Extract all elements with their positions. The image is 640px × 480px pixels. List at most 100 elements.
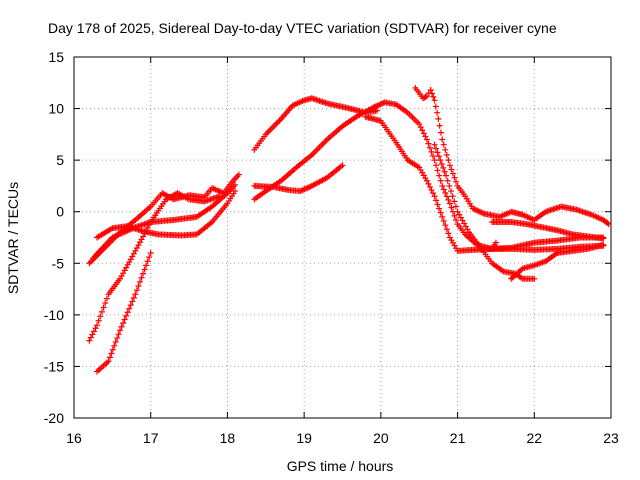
data-point <box>426 144 433 151</box>
data-point <box>451 212 458 219</box>
data-point <box>140 270 147 277</box>
data-series <box>86 84 612 375</box>
data-point <box>431 141 438 148</box>
data-point <box>600 235 607 242</box>
data-point <box>90 328 97 335</box>
data-point <box>374 107 381 114</box>
data-point <box>127 302 134 309</box>
data-point <box>427 87 434 94</box>
y-tick-labels: -20 -15 -10 -5 0 5 10 15 <box>44 49 64 426</box>
y-tick-label: 5 <box>56 152 64 168</box>
data-point <box>448 166 455 173</box>
data-point <box>423 177 430 184</box>
data-point <box>133 287 140 294</box>
data-point <box>433 162 440 169</box>
data-point <box>115 331 122 338</box>
data-point <box>600 242 607 249</box>
y-axis-label: SDTVAR / TECUs <box>5 182 21 294</box>
data-point <box>95 317 102 324</box>
y-tick-label: 0 <box>56 204 64 220</box>
data-point <box>147 249 154 256</box>
data-point <box>216 193 223 200</box>
data-point <box>92 325 99 332</box>
data-point <box>431 193 438 200</box>
data-point <box>434 109 441 116</box>
data-point <box>121 316 128 323</box>
data-point <box>452 203 459 210</box>
data-point <box>94 322 101 329</box>
data-point <box>426 183 433 190</box>
data-point <box>434 149 441 156</box>
data-point <box>605 221 612 228</box>
data-point <box>440 217 447 224</box>
x-tick-label: 21 <box>450 430 466 446</box>
series-track-6 <box>251 95 381 153</box>
data-point <box>448 204 455 211</box>
data-point <box>425 140 432 147</box>
data-point <box>235 171 242 178</box>
data-point <box>123 312 130 319</box>
data-point <box>435 115 442 122</box>
data-point <box>425 180 432 187</box>
data-point <box>430 190 437 197</box>
data-point <box>604 220 611 227</box>
data-point <box>114 335 121 342</box>
data-point <box>117 327 124 334</box>
y-tick-label: -10 <box>44 307 64 323</box>
data-point <box>146 254 153 261</box>
data-point <box>430 153 437 160</box>
data-point <box>138 274 145 281</box>
data-point <box>428 148 435 155</box>
data-point <box>423 93 430 100</box>
y-tick-label: -5 <box>52 255 65 271</box>
data-point <box>86 337 93 344</box>
data-point <box>422 133 429 140</box>
data-point <box>111 342 118 349</box>
data-point <box>441 168 448 175</box>
data-point <box>443 172 450 179</box>
data-point <box>436 172 443 179</box>
x-tick-label: 23 <box>603 430 619 446</box>
data-point <box>436 122 443 129</box>
x-tick-label: 18 <box>220 430 236 446</box>
data-point <box>451 198 458 205</box>
data-point <box>437 177 444 184</box>
data-point <box>440 186 447 193</box>
data-point <box>98 308 105 315</box>
data-point <box>447 188 454 195</box>
data-point <box>432 145 439 152</box>
data-point <box>449 170 456 177</box>
y-tick-label: 15 <box>48 49 64 65</box>
data-point <box>439 213 446 220</box>
data-point <box>437 129 444 136</box>
data-point <box>423 136 430 143</box>
data-point <box>120 320 127 327</box>
data-point <box>446 162 453 169</box>
data-point <box>428 187 435 194</box>
x-tick-label: 19 <box>296 430 312 446</box>
data-point <box>136 278 143 285</box>
data-point <box>434 201 441 208</box>
x-tick-label: 16 <box>66 430 82 446</box>
data-point <box>429 90 435 97</box>
data-point <box>97 313 104 320</box>
data-point <box>339 162 346 169</box>
data-point <box>87 334 94 341</box>
data-point <box>443 151 450 158</box>
series-track-10 <box>412 84 612 228</box>
data-point <box>124 309 131 316</box>
data-point <box>445 196 452 203</box>
data-point <box>531 275 538 282</box>
data-point <box>446 200 453 207</box>
data-point <box>433 197 440 204</box>
data-point <box>445 230 452 237</box>
data-point <box>109 346 116 353</box>
data-point <box>453 216 460 223</box>
data-point <box>135 282 142 289</box>
series-track-9 <box>362 113 499 254</box>
data-point <box>132 291 139 298</box>
x-tick-label: 17 <box>143 430 159 446</box>
data-point <box>108 350 115 357</box>
data-point <box>432 103 439 110</box>
